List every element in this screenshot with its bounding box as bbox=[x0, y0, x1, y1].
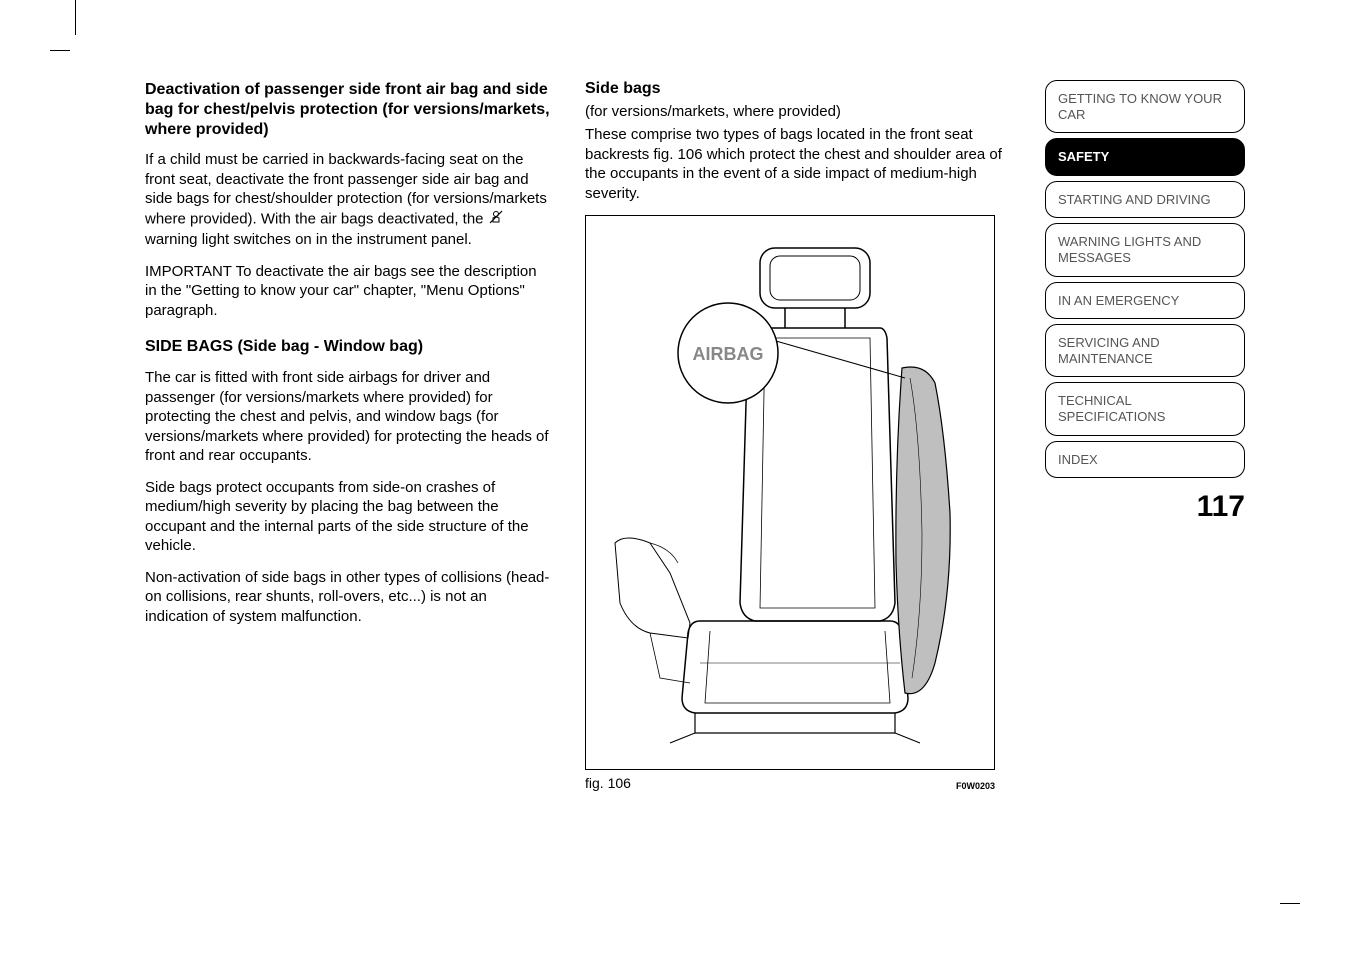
tab-warning-lights[interactable]: WARNING LIGHTS AND MESSAGES bbox=[1045, 223, 1245, 276]
figure-caption: fig. 106 F0W0203 bbox=[585, 775, 995, 791]
para-non-activation: Non-activation of side bags in other typ… bbox=[145, 568, 550, 627]
tab-servicing[interactable]: SERVICING AND MAINTENANCE bbox=[1045, 324, 1245, 377]
right-column: Side bags (for versions/markets, where p… bbox=[575, 80, 1015, 860]
figure-number: fig. 106 bbox=[585, 775, 631, 791]
sidebar-nav: GETTING TO KNOW YOUR CAR SAFETY STARTING… bbox=[1045, 80, 1245, 860]
para-important: IMPORTANT To deactivate the air bags see… bbox=[145, 262, 550, 321]
page-number: 117 bbox=[1045, 490, 1245, 524]
text-fragment: warning light switches on in the instrum… bbox=[145, 231, 472, 248]
para-side-bags-protect: Side bags protect occupants from side-on… bbox=[145, 478, 550, 556]
tab-emergency[interactable]: IN AN EMERGENCY bbox=[1045, 282, 1245, 320]
crop-mark bbox=[75, 0, 76, 35]
left-column: Deactivation of passenger side front air… bbox=[145, 80, 575, 860]
tab-safety[interactable]: SAFETY bbox=[1045, 138, 1245, 176]
para-child-seat: If a child must be carried in backwards-… bbox=[145, 150, 550, 250]
heading-deactivation: Deactivation of passenger side front air… bbox=[145, 80, 550, 140]
tab-index[interactable]: INDEX bbox=[1045, 441, 1245, 479]
airbag-label: AIRBAG bbox=[693, 344, 764, 364]
heading-side-bags: SIDE BAGS (Side bag - Window bag) bbox=[145, 338, 550, 356]
crop-mark bbox=[50, 50, 70, 51]
subtitle-versions: (for versions/markets, where provided) bbox=[585, 103, 1015, 120]
figure-airbag-seat: AIRBAG bbox=[585, 215, 995, 770]
seat-illustration: AIRBAG bbox=[600, 233, 980, 753]
page-container: Deactivation of passenger side front air… bbox=[145, 80, 1280, 860]
heading-side-bags-right: Side bags bbox=[585, 80, 1015, 98]
text-fragment: If a child must be carried in backwards-… bbox=[145, 151, 547, 227]
para-two-types: These comprise two types of bags located… bbox=[585, 125, 1015, 203]
tab-getting-to-know[interactable]: GETTING TO KNOW YOUR CAR bbox=[1045, 80, 1245, 133]
tab-starting-driving[interactable]: STARTING AND DRIVING bbox=[1045, 181, 1245, 219]
airbag-off-icon bbox=[488, 209, 504, 231]
para-side-airbags-desc: The car is fitted with front side airbag… bbox=[145, 368, 550, 466]
figure-code: F0W0203 bbox=[956, 781, 995, 791]
crop-mark bbox=[1280, 903, 1300, 904]
tab-technical[interactable]: TECHNICAL SPECIFICATIONS bbox=[1045, 382, 1245, 435]
